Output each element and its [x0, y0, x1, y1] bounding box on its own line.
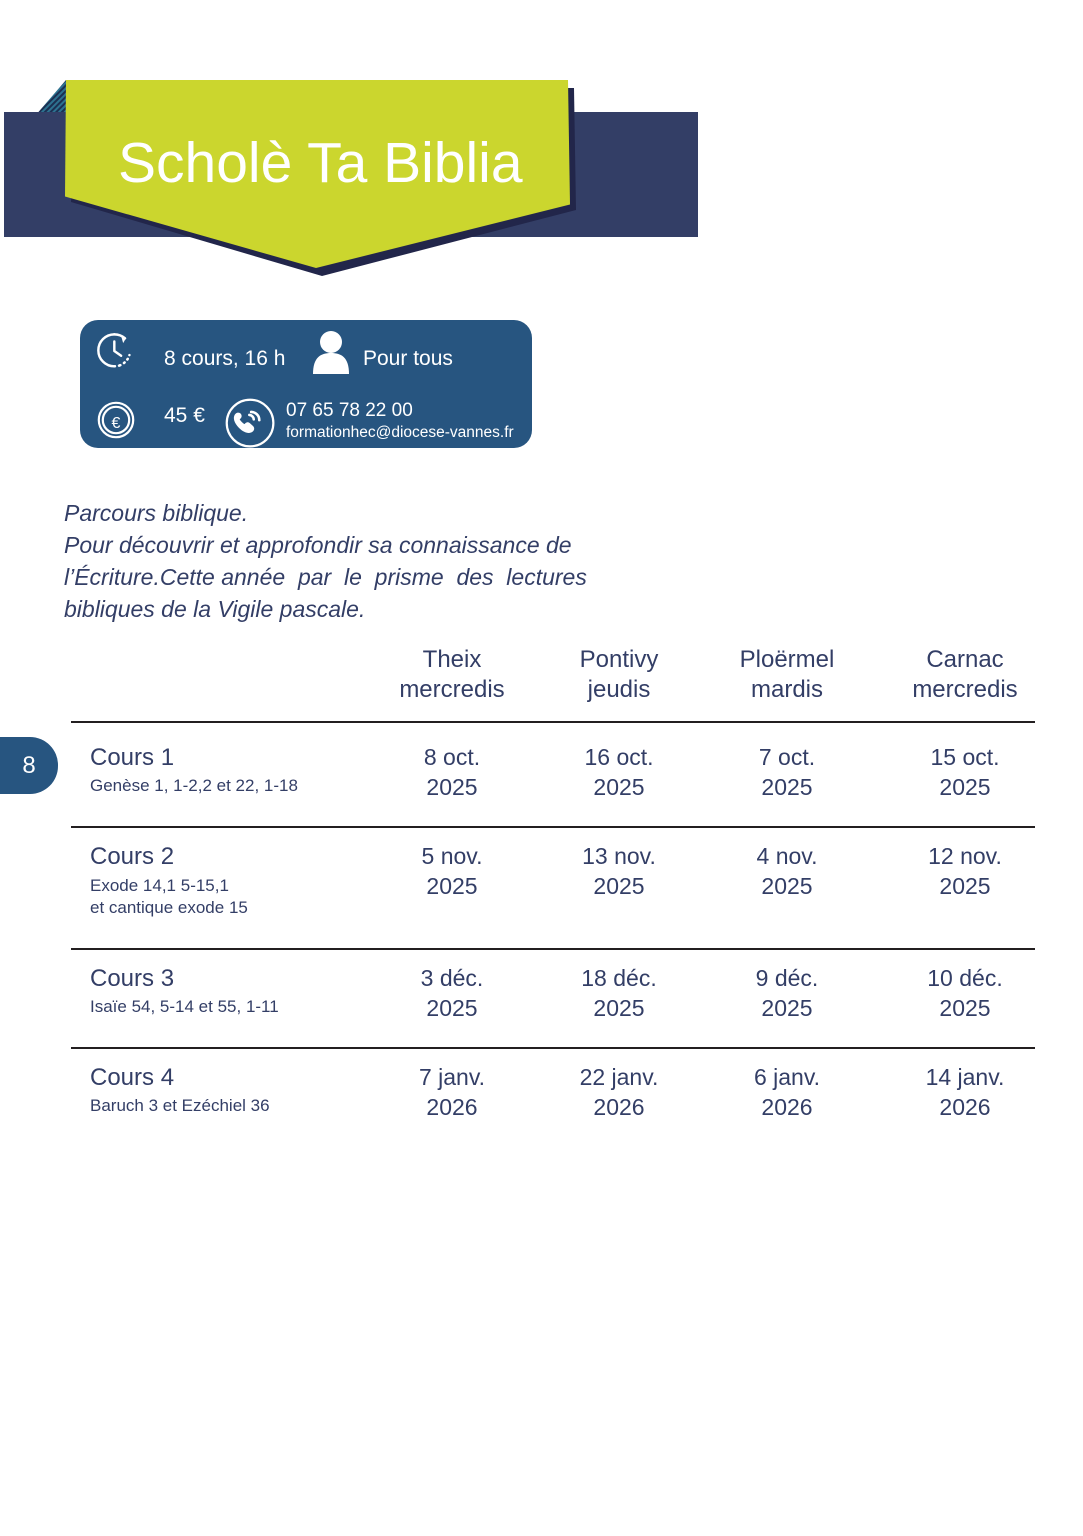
- svg-text:8 cours, 16 h: 8 cours, 16 h: [164, 347, 285, 370]
- svg-text:07 65 78 22 00: 07 65 78 22 00: [286, 400, 413, 421]
- svg-text:formationhec@diocese-vannes.fr: formationhec@diocese-vannes.fr: [286, 424, 514, 441]
- svg-text:Scholè Ta Biblia: Scholè Ta Biblia: [118, 131, 523, 195]
- svg-text:Pour tous: Pour tous: [363, 347, 453, 370]
- svg-text:€: €: [112, 415, 121, 432]
- svg-text:45 €: 45 €: [164, 404, 205, 427]
